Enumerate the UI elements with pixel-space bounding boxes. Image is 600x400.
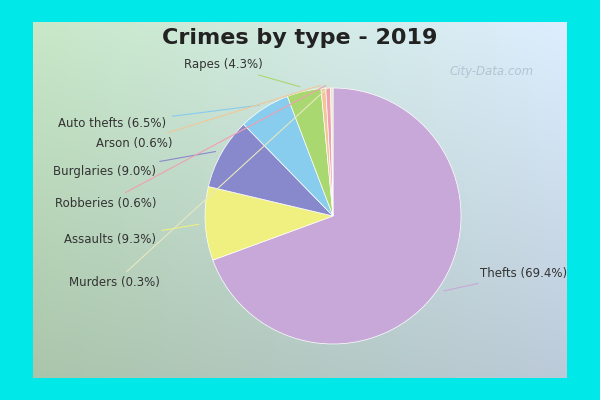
Wedge shape xyxy=(244,96,333,216)
Wedge shape xyxy=(326,88,333,216)
Text: City-Data.com: City-Data.com xyxy=(450,66,534,78)
Text: Rapes (4.3%): Rapes (4.3%) xyxy=(184,58,301,87)
Text: Crimes by type - 2019: Crimes by type - 2019 xyxy=(163,28,437,48)
Wedge shape xyxy=(213,88,461,344)
Wedge shape xyxy=(331,88,333,216)
Text: Burglaries (9.0%): Burglaries (9.0%) xyxy=(53,152,215,178)
Text: Robberies (0.6%): Robberies (0.6%) xyxy=(55,86,326,210)
Text: Thefts (69.4%): Thefts (69.4%) xyxy=(444,267,568,291)
Text: Murders (0.3%): Murders (0.3%) xyxy=(70,86,330,289)
Text: Assaults (9.3%): Assaults (9.3%) xyxy=(64,224,199,246)
Wedge shape xyxy=(287,88,333,216)
Wedge shape xyxy=(208,124,333,216)
Wedge shape xyxy=(321,88,333,216)
Text: Auto thefts (6.5%): Auto thefts (6.5%) xyxy=(58,105,259,130)
Wedge shape xyxy=(205,186,333,260)
Text: Arson (0.6%): Arson (0.6%) xyxy=(97,85,320,150)
